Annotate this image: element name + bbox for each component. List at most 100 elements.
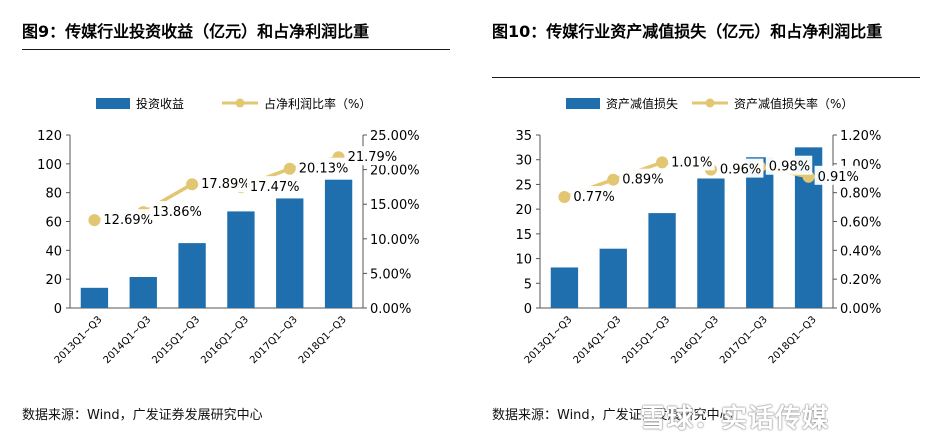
legend-line-label: 占净利润比率（%） [264, 96, 371, 111]
bar [697, 178, 725, 308]
y-left-tick-label: 15 [515, 228, 532, 243]
bar [550, 267, 579, 308]
watermark: 雪球：实话传媒 [640, 404, 830, 434]
figure-title: 图9：传媒行业投资收益（亿元）和占净利润比重 [22, 22, 370, 41]
data-label: 0.77% [573, 190, 614, 205]
x-tick-label: 2018Q1~Q3 [297, 314, 349, 366]
data-label-bg [100, 209, 156, 229]
x-tick-label: 2015Q1~Q3 [620, 314, 672, 366]
y-right-tick-label: 0.60% [840, 216, 881, 231]
bar [129, 277, 157, 308]
ratio-point [186, 178, 199, 191]
y-right-tick-label: 5.00% [370, 267, 411, 282]
bar [178, 243, 206, 308]
x-tick-label: 2017Q1~Q3 [718, 314, 770, 366]
y-left-tick-label: 20 [515, 203, 532, 218]
y-left-tick-label: 35 [515, 129, 532, 144]
impairment-loss-chart: 资产减值损失 资产减值损失率（%） 0 5 10 15 20 25 30 35 0.00% 0.20%… [515, 96, 881, 366]
data-label-bg [668, 151, 715, 171]
source-note: 数据来源：Wind，广发证券发展研究中心 [492, 408, 733, 423]
y-left-tick-label: 60 [45, 216, 62, 231]
data-label-bg [246, 176, 302, 196]
y-right-tick-label: 25.00% [370, 129, 420, 144]
bar [324, 179, 353, 308]
data-label-bg [344, 146, 400, 166]
legend-line-label: 资产减值损失率（%） [734, 96, 853, 111]
data-label: 0.98% [769, 160, 810, 175]
x-tick-label: 2014Q1~Q3 [572, 314, 624, 366]
data-label-bg [765, 155, 813, 175]
data-label: 0.96% [720, 163, 761, 178]
bar [648, 213, 676, 308]
x-tick-label: 2016Q1~Q3 [669, 314, 721, 366]
x-tick-label: 2013Q1~Q3 [523, 314, 575, 366]
y-right-tick-label: 1.20% [840, 129, 881, 144]
y-right-tick-label: 0.20% [840, 273, 881, 288]
data-label: 0.89% [622, 173, 663, 188]
investment-income-chart: 投资收益 占净利润比率（%） 0 20 40 60 80 100 120 0.00% 5.00% 10… [37, 96, 420, 366]
legend-bar-swatch [566, 98, 600, 109]
y-left-tick-label: 30 [515, 154, 532, 169]
data-label-bg [619, 168, 666, 188]
ratio-point [283, 162, 296, 175]
legend-line-marker [705, 98, 715, 108]
data-label-bg [295, 157, 351, 177]
bar [746, 157, 774, 308]
y-left-tick-label: 20 [45, 273, 62, 288]
y-left-tick-label: 0 [54, 302, 62, 317]
title-rule [492, 77, 920, 78]
x-tick-label: 2015Q1~Q3 [150, 314, 202, 366]
legend-bar-swatch [96, 98, 130, 109]
y-left-tick-label: 100 [37, 158, 62, 173]
y-right-tick-label: 0.00% [840, 302, 881, 317]
y-right-tick-label: 0.00% [370, 302, 411, 317]
bar [276, 198, 304, 308]
legend: 资产减值损失 资产减值损失率（%） [566, 96, 853, 111]
ratio-point [88, 214, 101, 227]
source-note: 数据来源：Wind，广发证券发展研究中心 [22, 408, 263, 423]
y-left-tick-label: 120 [37, 129, 62, 144]
legend-bar-label: 资产减值损失 [606, 96, 678, 111]
x-tick-label: 2014Q1~Q3 [102, 314, 154, 366]
data-label: 1.01% [671, 155, 712, 170]
y-left-tick-label: 10 [515, 253, 532, 268]
data-label-bg [814, 165, 862, 185]
ratio-point [656, 156, 669, 169]
x-tick-label: 2013Q1~Q3 [53, 314, 105, 366]
data-label-bg [149, 201, 204, 221]
data-label: 17.47% [250, 180, 300, 195]
bar [80, 287, 109, 308]
data-label: 20.13% [299, 162, 349, 177]
legend-bar-label: 投资收益 [136, 96, 184, 111]
data-label: 17.89% [201, 177, 251, 192]
y-right-tick-label: 0.80% [840, 187, 881, 202]
ratio-point [558, 190, 571, 203]
x-tick-label: 2017Q1~Q3 [248, 314, 300, 366]
bar [599, 248, 627, 308]
title-rule [22, 49, 450, 50]
data-label: 12.69% [103, 213, 153, 228]
y-left-tick-label: 40 [45, 244, 62, 259]
y-right-tick-label: 20.00% [370, 164, 420, 179]
data-label-bg [570, 185, 617, 205]
data-label-bg [198, 173, 253, 193]
data-label: 21.79% [348, 150, 398, 165]
y-right-tick-label: 10.00% [370, 233, 420, 248]
y-left-tick-label: 5 [524, 277, 532, 292]
x-tick-label: 2018Q1~Q3 [767, 314, 819, 366]
y-left-tick-label: 0 [524, 302, 532, 317]
figure-10-panel: 图10：传媒行业资产减值损失（亿元）和占净利润比重 资产减值损失 资产减值损失率（… [470, 0, 940, 441]
legend-line-marker [235, 98, 245, 108]
figure-title: 图10：传媒行业资产减值损失（亿元）和占净利润比重 [492, 22, 883, 41]
y-right-tick-label: 0.40% [840, 244, 881, 259]
bar [227, 211, 255, 308]
ratio-point [607, 173, 620, 186]
y-left-tick-label: 25 [515, 178, 532, 193]
data-label-bg [716, 158, 764, 178]
figure-9-panel: 图9：传媒行业投资收益（亿元）和占净利润比重 投资收益 占净利润比率（%） 0 20 4… [22, 22, 450, 423]
x-tick-label: 2016Q1~Q3 [199, 314, 251, 366]
data-label: 0.91% [818, 170, 859, 185]
data-label: 13.86% [152, 205, 202, 220]
legend: 投资收益 占净利润比率（%） [96, 96, 371, 111]
y-left-tick-label: 80 [45, 187, 62, 202]
